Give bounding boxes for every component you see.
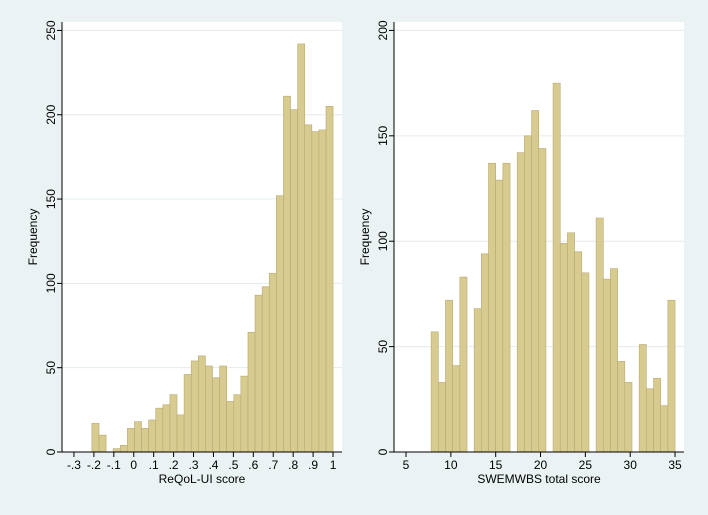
bar [531, 110, 540, 453]
y-tick-label: 100 [44, 273, 58, 293]
y-tick-label: 200 [376, 20, 390, 40]
x-tick-label: 5 [403, 458, 410, 472]
bar [617, 361, 626, 453]
bar [459, 276, 468, 453]
y-tick-label: 0 [44, 448, 58, 455]
bar [169, 394, 178, 453]
bar [198, 355, 206, 453]
bar [567, 232, 575, 453]
bar [610, 268, 618, 453]
bar [162, 404, 171, 453]
bar [445, 299, 453, 453]
bar [653, 377, 661, 453]
bar [240, 375, 249, 453]
bar [268, 272, 277, 453]
bar [98, 434, 107, 453]
bar [574, 251, 583, 453]
bar [581, 272, 590, 453]
bar [495, 179, 504, 453]
y-tick-label: 100 [376, 231, 390, 251]
bar [552, 82, 561, 453]
bar [311, 131, 320, 453]
bar [176, 414, 185, 453]
x-tick-label: 0 [130, 458, 137, 472]
x-axis-title: SWEMWBS total score [477, 472, 601, 486]
x-tick-label: 20 [534, 458, 548, 472]
bar [304, 124, 313, 453]
x-tick-label: -.1 [107, 458, 121, 472]
bar [261, 286, 270, 453]
y-tick-label: 250 [44, 20, 58, 40]
bar [134, 421, 142, 453]
bar [473, 308, 482, 453]
x-tick-label: 10 [444, 458, 458, 472]
bar [233, 394, 242, 453]
bar [127, 428, 135, 453]
bar [91, 423, 100, 453]
y-tick-label: 150 [376, 125, 390, 145]
bar [212, 377, 220, 453]
bar [437, 382, 446, 453]
x-tick-label: -.3 [67, 458, 81, 472]
bar [602, 278, 611, 453]
bar [538, 148, 547, 453]
x-tick-label: .9 [308, 458, 318, 472]
bar [155, 407, 164, 453]
bar [502, 162, 511, 453]
bar [276, 195, 284, 453]
bar [190, 360, 199, 453]
bar [638, 344, 647, 453]
x-tick-label: 1 [330, 458, 337, 472]
x-tick-label: .6 [248, 458, 258, 472]
bar [488, 162, 496, 453]
y-tick-label: 200 [44, 104, 58, 124]
bar [524, 135, 532, 453]
bar [646, 388, 654, 453]
bar [283, 95, 291, 453]
bar [318, 129, 327, 453]
x-tick-label: 35 [668, 458, 682, 472]
bar [119, 444, 128, 453]
x-tick-label: .3 [189, 458, 199, 472]
y-tick-label: 0 [376, 448, 390, 455]
y-tick-label: 150 [44, 189, 58, 209]
bar [660, 405, 669, 453]
bar [624, 382, 633, 453]
x-tick-label: 30 [624, 458, 638, 472]
x-tick-label: .5 [228, 458, 238, 472]
x-axis-title: ReQoL-UI score [159, 472, 246, 486]
y-axis-title: Frequency [26, 209, 40, 266]
x-tick-label: -.2 [87, 458, 101, 472]
bar [516, 152, 525, 453]
y-tick-label: 50 [44, 361, 58, 375]
bar [254, 294, 263, 453]
bar [595, 217, 604, 453]
bar [183, 374, 192, 453]
bar [325, 106, 334, 453]
bar [481, 253, 489, 453]
x-tick-label: .2 [169, 458, 179, 472]
bar [247, 331, 256, 453]
bar [226, 401, 235, 453]
bar [205, 365, 213, 453]
x-tick-label: .1 [149, 458, 159, 472]
bar [297, 43, 306, 453]
bar [290, 109, 298, 453]
bar [112, 448, 121, 453]
x-tick-label: .7 [268, 458, 278, 472]
bar [667, 299, 676, 453]
bar [148, 419, 157, 453]
bar [141, 428, 149, 453]
bar [430, 331, 439, 453]
bar [452, 365, 461, 453]
y-tick-label: 50 [376, 340, 390, 354]
bar [219, 365, 227, 453]
x-tick-label: .8 [288, 458, 298, 472]
x-tick-label: .4 [208, 458, 218, 472]
bar [559, 243, 568, 453]
x-tick-label: 25 [579, 458, 593, 472]
x-tick-label: 15 [489, 458, 503, 472]
y-axis-title: Frequency [358, 209, 372, 266]
